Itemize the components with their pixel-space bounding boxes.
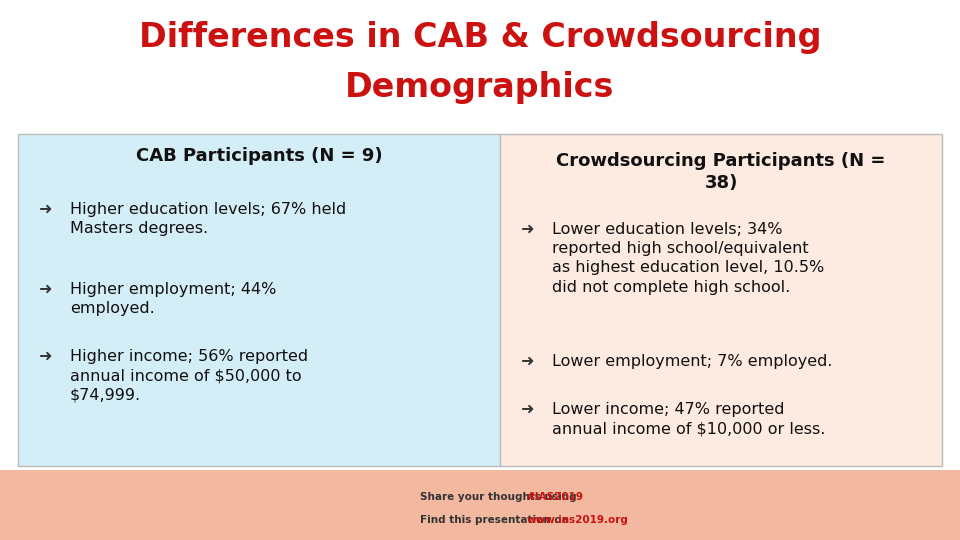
Text: Lower education levels; 34%
reported high school/equivalent
as highest education: Lower education levels; 34% reported hig… <box>552 222 825 295</box>
Text: Share your thoughts using: Share your thoughts using <box>420 491 580 502</box>
Text: Lower income; 47% reported
annual income of $10,000 or less.: Lower income; 47% reported annual income… <box>552 402 826 436</box>
Text: Crowdsourcing Participants (N =
38): Crowdsourcing Participants (N = 38) <box>556 152 886 192</box>
Text: Differences in CAB & Crowdsourcing: Differences in CAB & Crowdsourcing <box>139 22 821 55</box>
Text: #IAS2019: #IAS2019 <box>527 491 584 502</box>
Bar <box>18 134 500 466</box>
Text: Higher employment; 44%
employed.: Higher employment; 44% employed. <box>70 282 276 316</box>
Text: ➜: ➜ <box>38 282 52 297</box>
Text: ➜: ➜ <box>38 349 52 364</box>
Bar <box>0 470 960 540</box>
Bar <box>500 134 942 466</box>
Text: Demographics: Demographics <box>346 71 614 105</box>
Text: Lower employment; 7% employed.: Lower employment; 7% employed. <box>552 354 832 369</box>
Text: ➜: ➜ <box>520 402 534 417</box>
Text: Higher income; 56% reported
annual income of $50,000 to
$74,999.: Higher income; 56% reported annual incom… <box>70 349 308 402</box>
Text: ➜: ➜ <box>520 354 534 369</box>
Text: Higher education levels; 67% held
Masters degrees.: Higher education levels; 67% held Master… <box>70 202 347 236</box>
Text: CAB Participants (N = 9): CAB Participants (N = 9) <box>135 147 382 165</box>
Text: www.ias2019.org: www.ias2019.org <box>527 515 629 525</box>
Text: Find this presentation on: Find this presentation on <box>420 515 572 525</box>
Text: ➜: ➜ <box>38 202 52 217</box>
Text: ➜: ➜ <box>520 222 534 237</box>
